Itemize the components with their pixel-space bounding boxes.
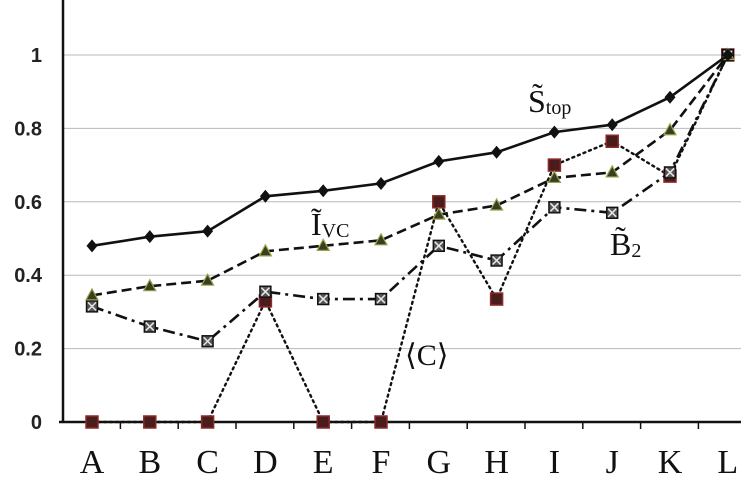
data-point <box>548 201 561 214</box>
data-point-cross <box>665 167 675 177</box>
grid-lines <box>63 54 741 350</box>
data-point <box>200 272 215 286</box>
data-point-cross <box>549 202 559 212</box>
data-point <box>489 197 504 211</box>
data-point <box>143 415 157 429</box>
y-tick-label: 1 <box>31 45 42 67</box>
data-point <box>317 292 330 306</box>
data-point <box>606 118 618 132</box>
data-point <box>85 300 99 313</box>
data-point <box>432 239 445 253</box>
series-label: B̃2 <box>610 226 641 262</box>
data-point-cross <box>203 336 213 346</box>
data-point <box>547 158 562 172</box>
data-point-cross <box>145 322 155 332</box>
series-line <box>91 54 729 297</box>
data-point <box>662 122 678 136</box>
x-tick-label: D <box>253 444 278 481</box>
x-tick-label: E <box>313 444 334 481</box>
data-point-cross <box>376 294 386 304</box>
data-point <box>316 238 331 251</box>
data-point <box>605 164 620 178</box>
data-point <box>85 415 99 429</box>
series-label: ⟨C⟩ <box>405 339 448 372</box>
data-point-cross <box>87 301 97 311</box>
data-point <box>433 154 445 168</box>
data-point <box>722 48 734 62</box>
y-tick-label: 0.8 <box>14 118 42 140</box>
series-label-sub: 2 <box>631 240 641 262</box>
x-tick-label: G <box>427 444 452 481</box>
x-tick-label: H <box>484 444 509 481</box>
series-line <box>91 54 729 343</box>
data-point <box>317 184 329 198</box>
data-point <box>605 134 619 148</box>
data-point <box>374 292 388 306</box>
data-point <box>548 125 560 139</box>
y-tick-label: 0.4 <box>14 265 43 287</box>
data-point <box>142 278 157 292</box>
data-point <box>86 239 98 253</box>
data-point <box>547 170 562 184</box>
series-label-sub: VC <box>322 220 350 242</box>
data-point <box>491 145 503 159</box>
y-tick-label: 0 <box>31 412 42 434</box>
data-point <box>143 320 157 333</box>
x-tick-label: C <box>196 444 219 481</box>
data-point <box>259 189 271 203</box>
data-point <box>316 415 330 429</box>
x-tick-label: L <box>717 444 738 481</box>
x-tick-label: K <box>658 444 683 481</box>
data-point <box>490 254 503 267</box>
data-point <box>373 232 389 246</box>
x-tick-label: B <box>138 444 161 481</box>
data-point <box>201 335 214 348</box>
data-point <box>258 243 273 257</box>
series-labels: S̃top ĨVC B̃2 ⟨C⟩ <box>311 83 641 372</box>
y-axis: 0 0.2 0.4 0.6 0.8 1 <box>14 0 65 434</box>
y-tick-label: 0.6 <box>14 192 42 214</box>
data-point <box>606 206 619 220</box>
data-point-cross <box>434 241 444 251</box>
series-label-main: S̃ <box>528 83 546 119</box>
x-tick-label: A <box>80 444 105 481</box>
series-label-sub: top <box>546 97 572 119</box>
data-point-cross <box>607 208 617 218</box>
x-tick-label: J <box>606 444 619 481</box>
series-label: ĨVC <box>311 206 349 242</box>
data-point <box>431 206 446 220</box>
series-group <box>84 47 735 429</box>
data-point <box>374 415 388 429</box>
data-point <box>144 230 156 244</box>
data-point <box>84 287 100 301</box>
data-point <box>200 415 215 429</box>
data-point <box>202 224 214 238</box>
x-tick-label: F <box>372 444 391 481</box>
x-tick-label: I <box>549 444 560 481</box>
data-point-cross <box>492 255 502 266</box>
series-label-main: ⟨C⟩ <box>405 339 448 372</box>
series-line <box>90 53 729 424</box>
data-point <box>259 285 272 298</box>
data-point <box>664 90 676 104</box>
data-point-cross <box>318 294 328 304</box>
data-point <box>489 292 504 306</box>
series-label: S̃top <box>528 83 571 119</box>
y-tick-label: 0.2 <box>14 339 42 361</box>
data-point <box>432 195 446 209</box>
series-label-main: B̃ <box>610 226 631 262</box>
data-point-cross <box>260 287 270 297</box>
data-point <box>375 176 387 190</box>
series-line <box>91 53 729 248</box>
series-label-main: Ĩ <box>311 206 322 242</box>
data-point <box>663 166 677 179</box>
